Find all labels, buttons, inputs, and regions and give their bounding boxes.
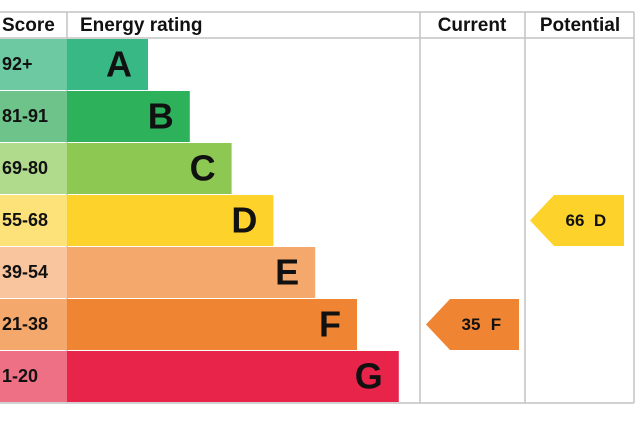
band-bar	[67, 195, 274, 246]
header-potential: Potential	[540, 15, 620, 36]
band-bar	[67, 247, 316, 298]
current-value: 35	[462, 315, 481, 334]
score-label: 1-20	[2, 366, 38, 386]
score-cell	[0, 143, 67, 194]
band-letter: A	[106, 44, 132, 85]
score-cell	[0, 351, 67, 402]
band-letter: C	[190, 148, 216, 189]
score-cell	[0, 91, 67, 142]
score-label: 55-68	[2, 210, 48, 230]
potential-arrow	[530, 195, 624, 246]
score-label: 69-80	[2, 158, 48, 178]
band-letter: F	[319, 304, 341, 345]
score-cell	[0, 247, 67, 298]
score-cell	[0, 195, 67, 246]
band-bar	[67, 351, 399, 402]
score-cell	[0, 39, 67, 90]
band-letter: G	[355, 356, 383, 397]
potential-value: 66	[566, 211, 585, 230]
band-letter: B	[148, 96, 174, 137]
score-label: 81-91	[2, 106, 48, 126]
score-label: 21-38	[2, 314, 48, 334]
header-rating: Energy rating	[80, 15, 202, 36]
band-bar	[67, 39, 148, 90]
header-score: Score	[2, 15, 55, 36]
score-label: 39-54	[2, 262, 48, 282]
current-letter: F	[491, 315, 501, 334]
band-bar	[67, 143, 232, 194]
header-current: Current	[438, 15, 507, 36]
score-cell	[0, 299, 67, 350]
band-bar	[67, 91, 190, 142]
band-letter: E	[275, 252, 299, 293]
current-arrow	[426, 299, 519, 350]
score-label: 92+	[2, 54, 33, 74]
band-letter: D	[231, 200, 257, 241]
band-bar	[67, 299, 357, 350]
potential-letter: D	[594, 211, 606, 230]
